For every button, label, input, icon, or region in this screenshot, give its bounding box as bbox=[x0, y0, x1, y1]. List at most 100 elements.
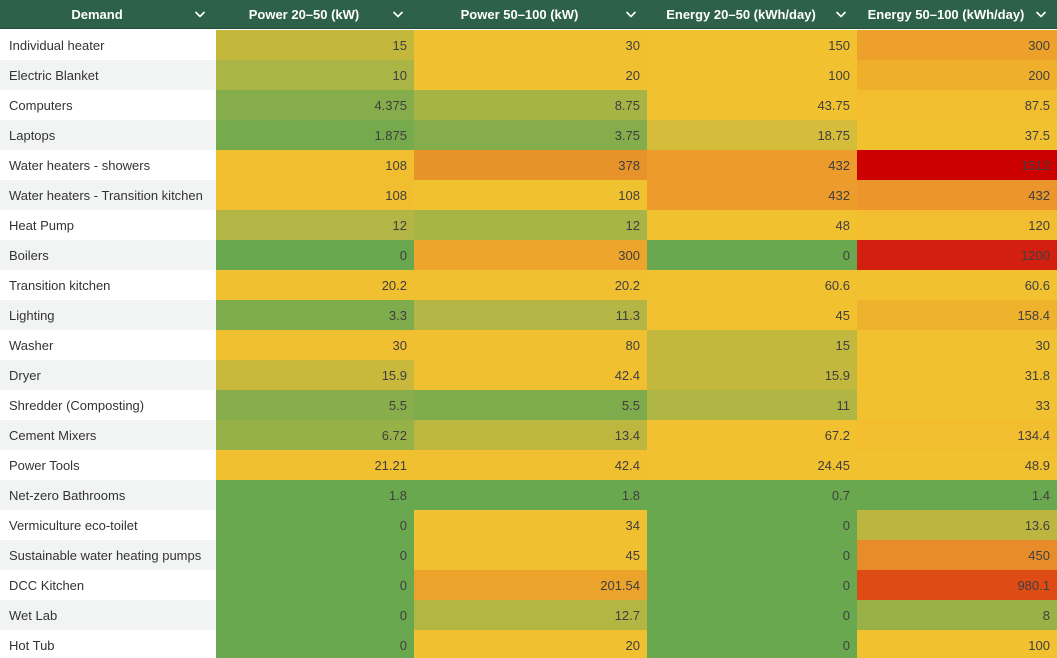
heatmap-cell: 3.3 bbox=[216, 300, 414, 330]
table-row: Hot Tub 0 20 0 100 bbox=[0, 630, 1057, 658]
column-header-2[interactable]: Power 50–100 (kW) bbox=[414, 0, 647, 29]
table-row: Wet Lab 0 12.7 0 8 bbox=[0, 600, 1057, 630]
heatmap-cell: 0 bbox=[216, 600, 414, 630]
heatmap-cell: 21.21 bbox=[216, 450, 414, 480]
column-header-4[interactable]: Energy 50–100 (kWh/day) bbox=[857, 0, 1057, 29]
heatmap-cell: 134.4 bbox=[857, 420, 1057, 450]
heatmap-cell: 108 bbox=[414, 180, 647, 210]
column-header-1[interactable]: Power 20–50 (kW) bbox=[216, 0, 414, 29]
heatmap-cell: 30 bbox=[414, 30, 647, 60]
table-row: Water heaters - Transition kitchen 108 108… bbox=[0, 180, 1057, 210]
chevron-down-icon[interactable] bbox=[1034, 7, 1048, 21]
heatmap-cell: 0 bbox=[647, 570, 857, 600]
row-label: DCC Kitchen bbox=[0, 570, 216, 600]
row-label: Lighting bbox=[0, 300, 216, 330]
heatmap-cell: 5.5 bbox=[414, 390, 647, 420]
table-row: Shredder (Composting) 5.5 5.5 11 33 bbox=[0, 390, 1057, 420]
heatmap-cell: 20 bbox=[414, 60, 647, 90]
heatmap-cell: 100 bbox=[857, 630, 1057, 658]
column-header-3[interactable]: Energy 20–50 (kWh/day) bbox=[647, 0, 857, 29]
heatmap-cell: 43.75 bbox=[647, 90, 857, 120]
column-header-0[interactable]: Demand bbox=[0, 0, 216, 29]
row-label: Transition kitchen bbox=[0, 270, 216, 300]
table-row: Electric Blanket 10 20 100 200 bbox=[0, 60, 1057, 90]
table-row: Boilers 0 300 0 1200 bbox=[0, 240, 1057, 270]
heatmap-cell: 15.9 bbox=[647, 360, 857, 390]
row-label: Power Tools bbox=[0, 450, 216, 480]
heatmap-cell: 108 bbox=[216, 150, 414, 180]
row-label: Dryer bbox=[0, 360, 216, 390]
heatmap-cell: 158.4 bbox=[857, 300, 1057, 330]
table-row: Heat Pump 12 12 48 120 bbox=[0, 210, 1057, 240]
row-label: Boilers bbox=[0, 240, 216, 270]
heatmap-cell: 980.1 bbox=[857, 570, 1057, 600]
heatmap-cell: 11 bbox=[647, 390, 857, 420]
heatmap-cell: 8.75 bbox=[414, 90, 647, 120]
heatmap-cell: 0 bbox=[216, 630, 414, 658]
row-label: Individual heater bbox=[0, 30, 216, 60]
heatmap-cell: 1.8 bbox=[414, 480, 647, 510]
table-row: DCC Kitchen 0 201.54 0 980.1 bbox=[0, 570, 1057, 600]
heatmap-cell: 18.75 bbox=[647, 120, 857, 150]
table-row: Dryer 15.9 42.4 15.9 31.8 bbox=[0, 360, 1057, 390]
heatmap-cell: 0 bbox=[647, 540, 857, 570]
column-header-label: Demand bbox=[71, 7, 123, 22]
heatmap-cell: 1.8 bbox=[216, 480, 414, 510]
table-row: Individual heater 15 30 150 300 bbox=[0, 30, 1057, 60]
heatmap-cell: 30 bbox=[216, 330, 414, 360]
table-row: Vermiculture eco-toilet 0 34 0 13.6 bbox=[0, 510, 1057, 540]
row-label: Washer bbox=[0, 330, 216, 360]
heatmap-cell: 0 bbox=[647, 600, 857, 630]
chevron-down-icon[interactable] bbox=[624, 7, 638, 21]
table-row: Lighting 3.3 11.3 45 158.4 bbox=[0, 300, 1057, 330]
column-header-label: Energy 20–50 (kWh/day) bbox=[666, 7, 816, 22]
heatmap-cell: 6.72 bbox=[216, 420, 414, 450]
heatmap-cell: 12 bbox=[414, 210, 647, 240]
heatmap-cell: 300 bbox=[857, 30, 1057, 60]
heatmap-cell: 432 bbox=[857, 180, 1057, 210]
heatmap-cell: 60.6 bbox=[857, 270, 1057, 300]
heatmap-cell: 31.8 bbox=[857, 360, 1057, 390]
chevron-down-icon[interactable] bbox=[391, 7, 405, 21]
row-label: Hot Tub bbox=[0, 630, 216, 658]
heatmap-cell: 8 bbox=[857, 600, 1057, 630]
heatmap-cell: 108 bbox=[216, 180, 414, 210]
heatmap-cell: 24.45 bbox=[647, 450, 857, 480]
heatmap-cell: 100 bbox=[647, 60, 857, 90]
row-label: Wet Lab bbox=[0, 600, 216, 630]
column-header-label: Power 20–50 (kW) bbox=[248, 7, 360, 22]
heatmap-cell: 3.75 bbox=[414, 120, 647, 150]
chevron-down-icon[interactable] bbox=[834, 7, 848, 21]
row-label: Water heaters - Transition kitchen bbox=[0, 180, 216, 210]
heatmap-cell: 0 bbox=[216, 510, 414, 540]
row-label: Heat Pump bbox=[0, 210, 216, 240]
heatmap-cell: 67.2 bbox=[647, 420, 857, 450]
heatmap-cell: 1.4 bbox=[857, 480, 1057, 510]
heatmap-cell: 15.9 bbox=[216, 360, 414, 390]
heatmap-cell: 60.6 bbox=[647, 270, 857, 300]
heatmap-cell: 30 bbox=[857, 330, 1057, 360]
heatmap-cell: 13.6 bbox=[857, 510, 1057, 540]
table-row: Laptops 1.875 3.75 18.75 37.5 bbox=[0, 120, 1057, 150]
column-header-label: Power 50–100 (kW) bbox=[460, 7, 579, 22]
heatmap-cell: 15 bbox=[216, 30, 414, 60]
heatmap-cell: 15 bbox=[647, 330, 857, 360]
heatmap-cell: 11.3 bbox=[414, 300, 647, 330]
heatmap-cell: 12 bbox=[216, 210, 414, 240]
heatmap-cell: 1200 bbox=[857, 240, 1057, 270]
heatmap-cell: 201.54 bbox=[414, 570, 647, 600]
row-label: Sustainable water heating pumps bbox=[0, 540, 216, 570]
heatmap-cell: 0 bbox=[647, 510, 857, 540]
chevron-down-icon[interactable] bbox=[193, 7, 207, 21]
heatmap-cell: 33 bbox=[857, 390, 1057, 420]
heatmap-cell: 1.875 bbox=[216, 120, 414, 150]
row-label: Vermiculture eco-toilet bbox=[0, 510, 216, 540]
table-row: Net-zero Bathrooms 1.8 1.8 0.7 1.4 bbox=[0, 480, 1057, 510]
heatmap-cell: 150 bbox=[647, 30, 857, 60]
heatmap-cell: 0 bbox=[647, 240, 857, 270]
heatmap-cell: 200 bbox=[857, 60, 1057, 90]
table-row: Cement Mixers 6.72 13.4 67.2 134.4 bbox=[0, 420, 1057, 450]
table-row: Power Tools 21.21 42.4 24.45 48.9 bbox=[0, 450, 1057, 480]
row-label: Computers bbox=[0, 90, 216, 120]
